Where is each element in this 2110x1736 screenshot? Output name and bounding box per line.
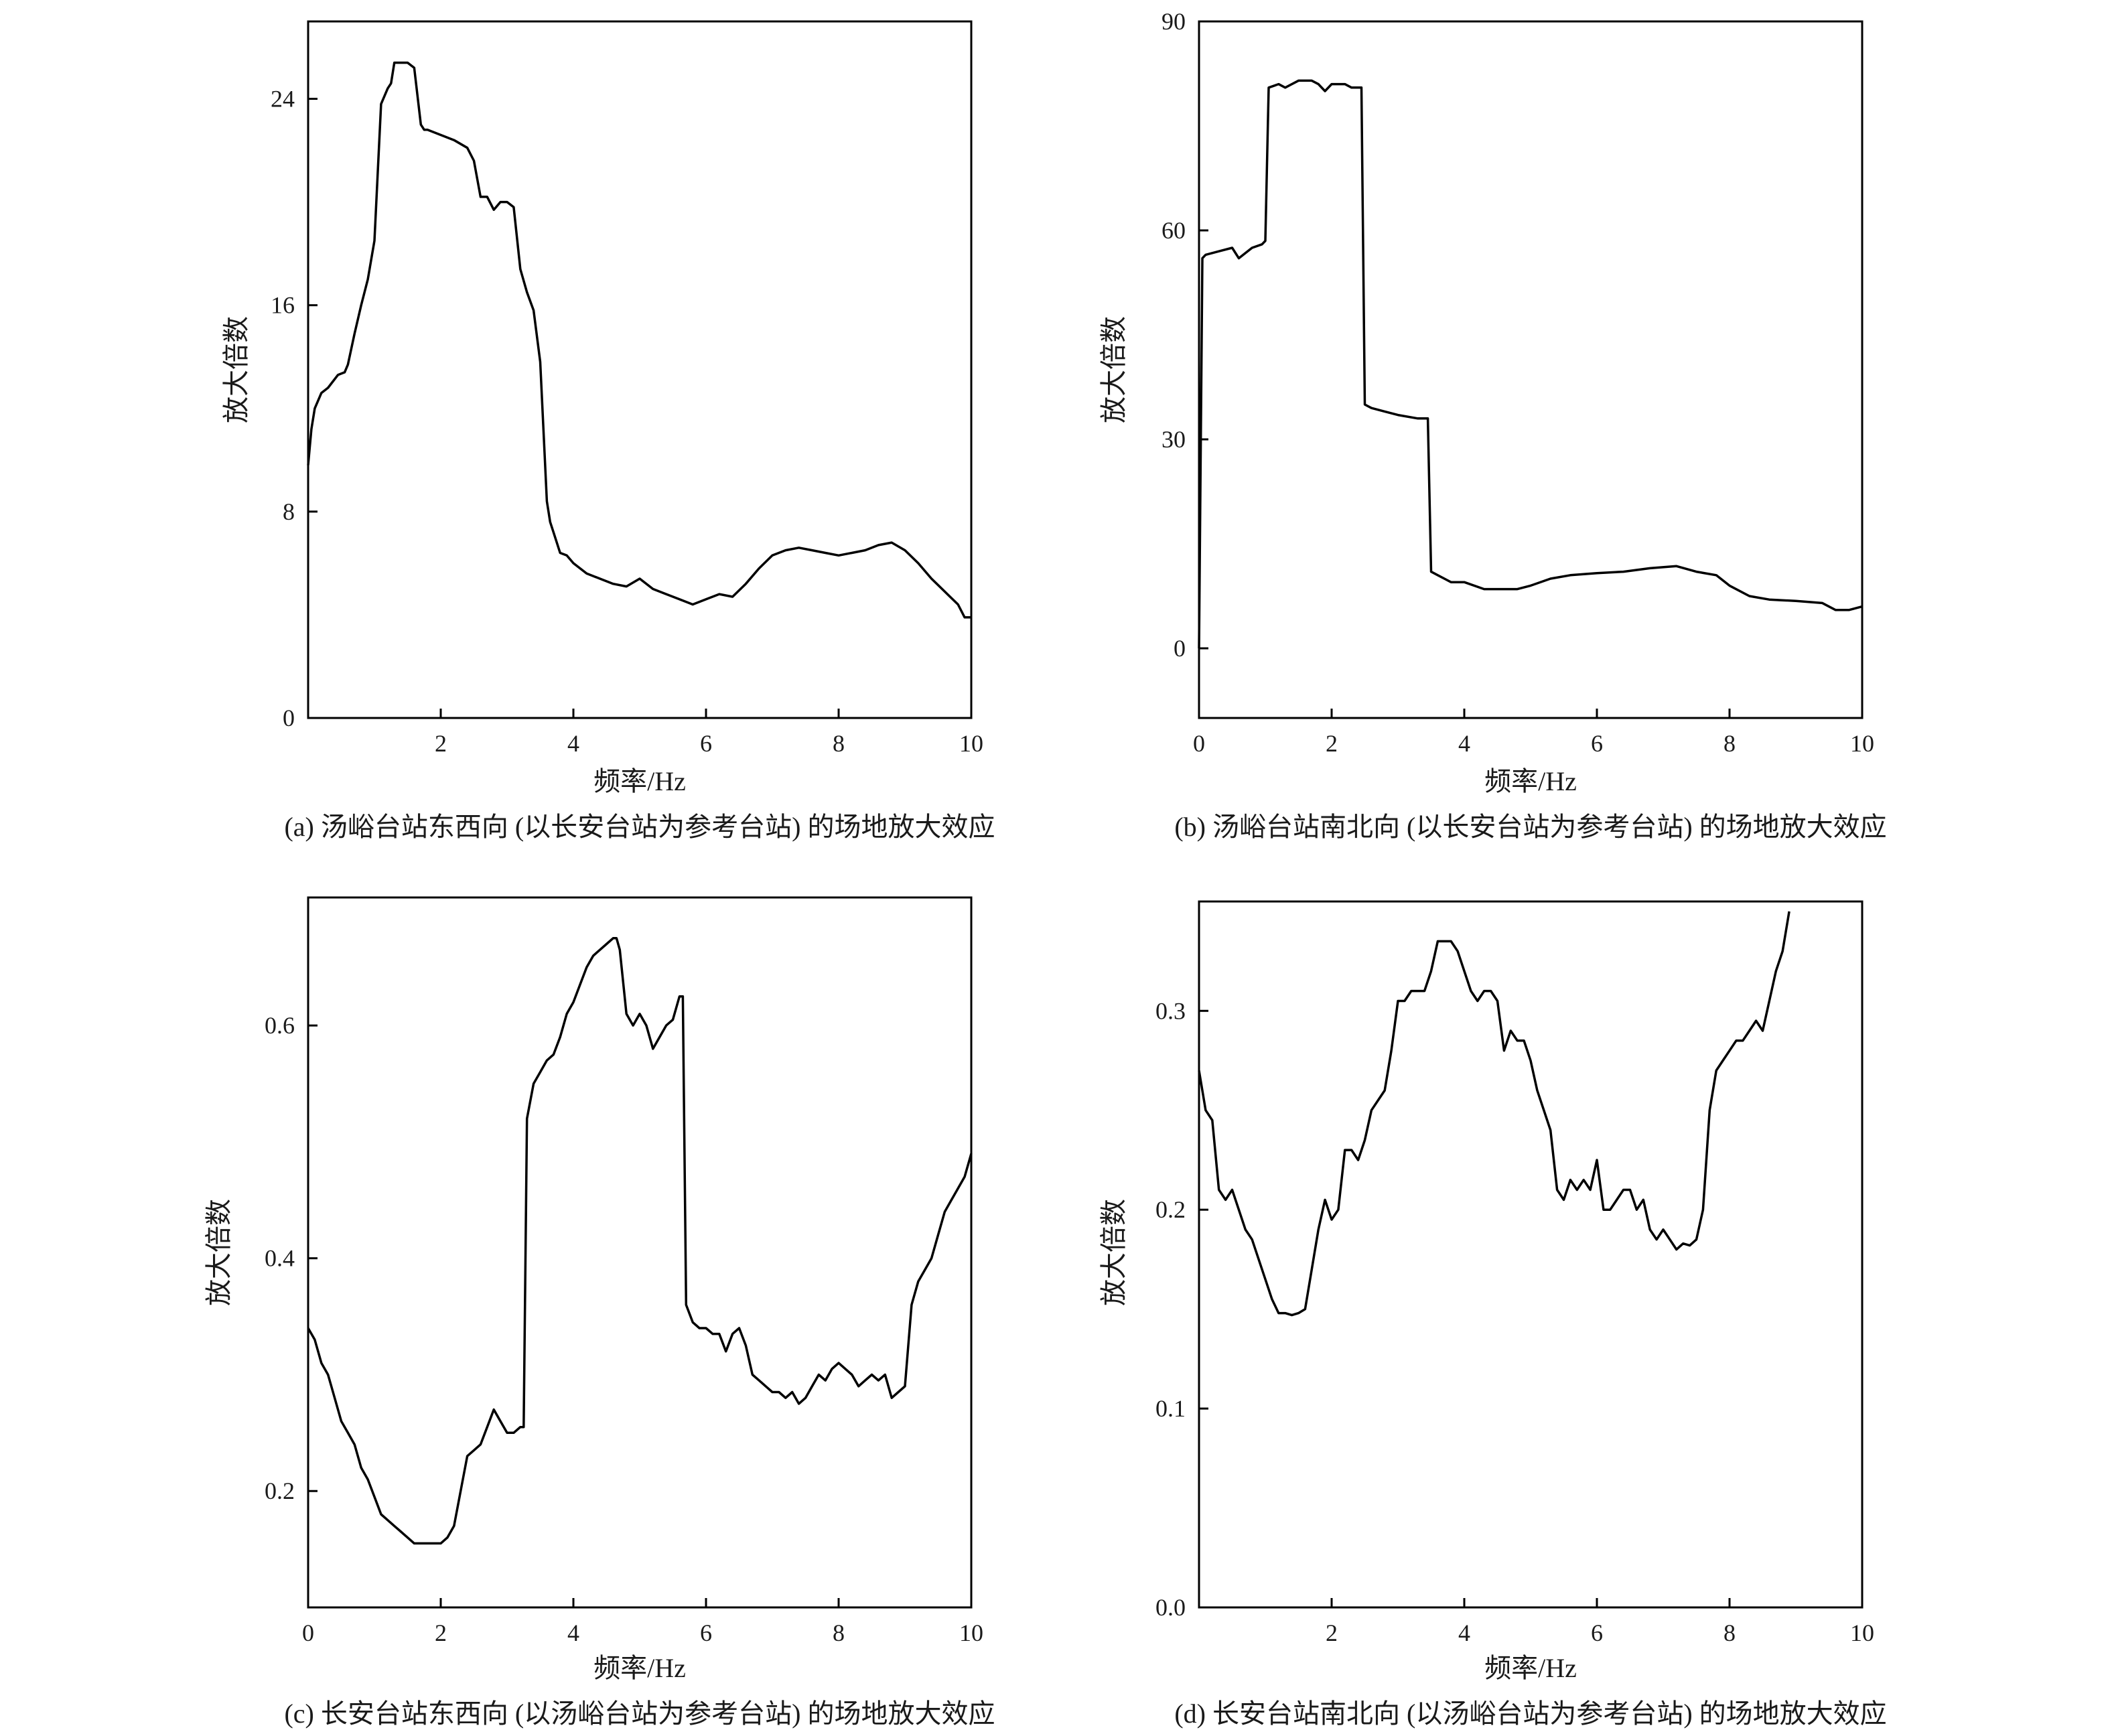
y-axis-label-b: 放大倍数 — [1099, 316, 1129, 423]
series-line-b — [1198, 79, 1863, 649]
y-tick-label-b-3: 90 — [1162, 8, 1186, 35]
y-tick-label-c-0: 0.2 — [265, 1477, 295, 1504]
x-tick-label-c-0: 0 — [302, 1619, 314, 1646]
caption-c: (c) 长安台站东西向 (以汤峪台站为参考台站) 的场地放大效应 — [284, 1698, 995, 1729]
x-tick-label-c-3: 6 — [700, 1619, 712, 1646]
series-line-c — [307, 937, 973, 1545]
y-tick-label-b-2: 60 — [1162, 217, 1186, 244]
x-tick-label-c-1: 2 — [435, 1619, 447, 1646]
plot-frame-b — [1198, 20, 1863, 719]
y-tick-label-b-0: 0 — [1174, 635, 1186, 662]
x-tick-label-a-1: 4 — [567, 730, 579, 757]
y-tick-label-d-1: 0.1 — [1155, 1395, 1186, 1422]
y-axis-label-a: 放大倍数 — [221, 316, 251, 423]
caption-b: (b) 汤峪台站南北向 (以长安台站为参考台站) 的场地放大效应 — [1174, 812, 1886, 842]
y-tick-label-b-1: 30 — [1162, 426, 1186, 453]
y-tick-label-c-2: 0.6 — [265, 1012, 295, 1039]
y-tick-label-c-1: 0.4 — [265, 1245, 295, 1272]
caption-a: (a) 汤峪台站东西向 (以长安台站为参考台站) 的场地放大效应 — [284, 812, 995, 842]
y-tick-label-a-2: 16 — [271, 292, 295, 319]
x-tick-label-b-1: 2 — [1326, 730, 1338, 757]
ticks-b: 0 2 4 6 8 10 0 30 60 90 — [1162, 8, 1874, 757]
x-tick-label-c-2: 4 — [567, 1619, 579, 1646]
x-tick-label-b-0: 0 — [1193, 730, 1205, 757]
panel-d: 2 4 6 8 10 0.0 0.1 0.2 0.3 频率/Hz 放大倍数 (d) 长安台站南北… — [1099, 900, 1887, 1729]
y-tick-label-a-3: 24 — [271, 86, 295, 113]
x-tick-label-b-3: 6 — [1591, 730, 1603, 757]
plot-frame-d — [1198, 900, 1863, 1609]
y-axis-label-c: 放大倍数 — [204, 1199, 234, 1306]
x-tick-label-a-0: 2 — [435, 730, 447, 757]
x-tick-label-c-5: 10 — [959, 1619, 983, 1646]
y-tick-label-d-2: 0.2 — [1155, 1196, 1186, 1223]
x-tick-label-a-3: 8 — [833, 730, 845, 757]
y-tick-label-d-3: 0.3 — [1155, 997, 1186, 1024]
x-tick-label-d-0: 2 — [1326, 1619, 1338, 1646]
series-line-a — [307, 61, 971, 619]
x-axis-label-d: 频率/Hz — [1484, 1653, 1577, 1683]
ticks-d: 2 4 6 8 10 0.0 0.1 0.2 0.3 — [1155, 997, 1874, 1646]
x-tick-label-a-4: 10 — [959, 730, 983, 757]
plot-frame-a — [307, 20, 973, 719]
panel-b: 0 2 4 6 8 10 0 30 60 90 频率/Hz 放大倍数 (b) 汤峪台站南北向 (以… — [1099, 8, 1887, 842]
plot-frame-c — [307, 896, 973, 1609]
x-tick-label-d-2: 6 — [1591, 1619, 1603, 1646]
ticks-c: 0 2 4 6 8 10 0.2 0.4 0.6 — [265, 1012, 983, 1646]
x-tick-label-b-2: 4 — [1458, 730, 1470, 757]
y-axis-label-d: 放大倍数 — [1099, 1199, 1129, 1306]
caption-d: (d) 长安台站南北向 (以汤峪台站为参考台站) 的场地放大效应 — [1174, 1698, 1886, 1729]
x-tick-label-b-5: 10 — [1850, 730, 1874, 757]
x-axis-label-c: 频率/Hz — [593, 1653, 686, 1683]
y-tick-label-a-0: 0 — [283, 705, 295, 731]
series-line-d — [1198, 911, 1790, 1317]
x-tick-label-d-1: 4 — [1458, 1619, 1470, 1646]
y-tick-label-d-0: 0.0 — [1155, 1594, 1186, 1621]
x-tick-label-d-4: 10 — [1850, 1619, 1874, 1646]
x-tick-label-c-4: 8 — [833, 1619, 845, 1646]
x-axis-label-a: 频率/Hz — [593, 766, 686, 796]
x-tick-label-a-2: 6 — [700, 730, 712, 757]
panel-c: 0 2 4 6 8 10 0.2 0.4 0.6 频率/Hz 放大倍数 (c) 长安台站东西向 … — [204, 896, 995, 1729]
x-tick-label-b-4: 8 — [1724, 730, 1736, 757]
y-tick-label-a-1: 8 — [283, 498, 295, 525]
x-axis-label-b: 频率/Hz — [1484, 766, 1577, 796]
x-tick-label-d-3: 8 — [1724, 1619, 1736, 1646]
